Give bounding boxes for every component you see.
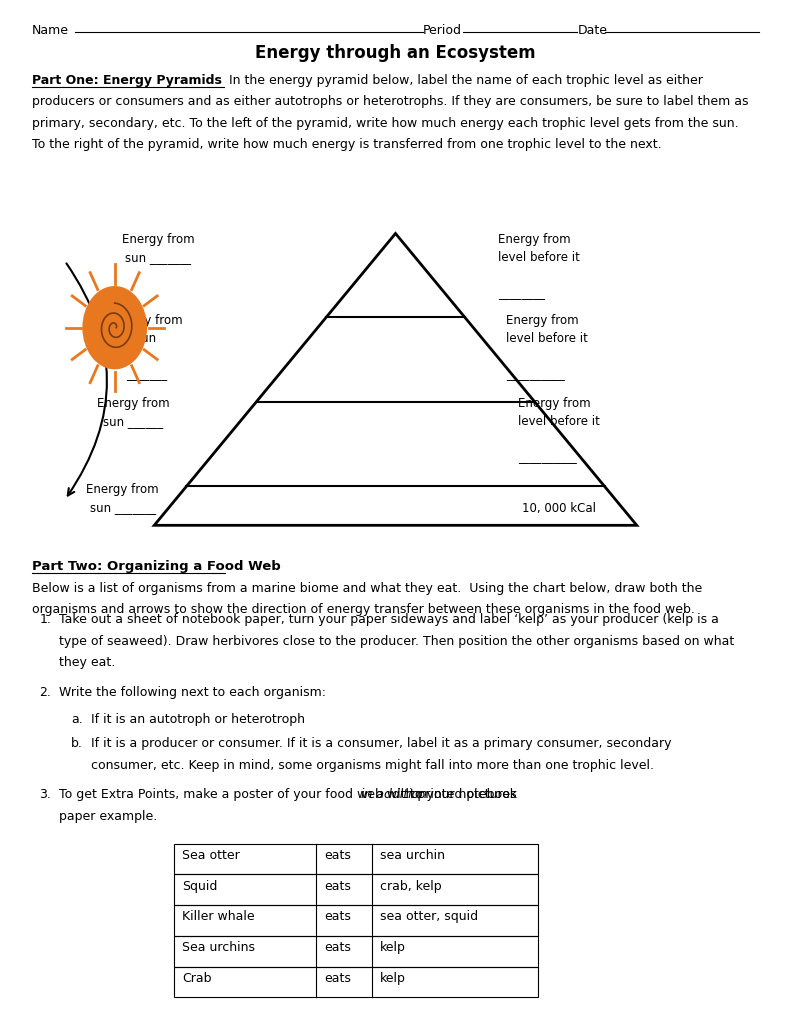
Text: Period: Period	[423, 24, 462, 37]
Text: To get Extra Points, make a poster of your food web with printed pictures: To get Extra Points, make a poster of yo…	[59, 788, 521, 802]
Bar	[174, 967, 538, 997]
Text: Energy from
level before it

__________: Energy from level before it __________	[506, 314, 589, 381]
Text: Below is a list of organisms from a marine biome and what they eat.  Using the c: Below is a list of organisms from a mari…	[32, 582, 702, 595]
Text: Energy from
level before it

__________: Energy from level before it __________	[518, 397, 600, 464]
Text: Squid: Squid	[182, 880, 218, 893]
Bar	[174, 936, 538, 967]
Text: If it is an autotroph or heterotroph: If it is an autotroph or heterotroph	[91, 713, 305, 726]
Text: 10, 000 kCal: 10, 000 kCal	[522, 502, 596, 515]
Text: eats: eats	[324, 941, 351, 954]
Text: eats: eats	[324, 849, 351, 862]
Text: If it is a producer or consumer. If it is a consumer, label it as a primary cons: If it is a producer or consumer. If it i…	[91, 737, 672, 751]
Bar	[174, 844, 538, 874]
Bar	[174, 905, 538, 936]
Text: Energy from
sun ______: Energy from sun ______	[97, 397, 169, 428]
Text: Energy from
sun

_______: Energy from sun _______	[110, 314, 183, 381]
Text: Energy from
sun _______: Energy from sun _______	[86, 483, 159, 514]
Text: crab, kelp: crab, kelp	[380, 880, 441, 893]
Text: type of seaweed). Draw herbivores close to the producer. Then position the other: type of seaweed). Draw herbivores close …	[59, 635, 735, 648]
Text: organisms and arrows to show the direction of energy transfer between these orga: organisms and arrows to show the directi…	[32, 603, 694, 616]
Text: Date: Date	[577, 24, 607, 37]
Text: eats: eats	[324, 910, 351, 924]
Text: Part Two: Organizing a Food Web: Part Two: Organizing a Food Web	[32, 560, 280, 573]
Text: Write the following next to each organism:: Write the following next to each organis…	[59, 686, 327, 699]
Text: they eat.: they eat.	[59, 656, 115, 670]
Bar	[174, 874, 538, 905]
Text: eats: eats	[324, 880, 351, 893]
Text: Name: Name	[32, 24, 69, 37]
Text: Energy through an Ecosystem: Energy through an Ecosystem	[255, 44, 536, 62]
Text: consumer, etc. Keep in mind, some organisms might fall into more than one trophi: consumer, etc. Keep in mind, some organi…	[91, 759, 654, 772]
Text: 2.: 2.	[40, 686, 51, 699]
Text: b.: b.	[71, 737, 83, 751]
Text: paper example.: paper example.	[59, 810, 157, 823]
Text: producers or consumers and as either autotrophs or heterotrophs. If they are con: producers or consumers and as either aut…	[32, 95, 748, 109]
Text: kelp: kelp	[380, 972, 406, 985]
Text: Energy from
sun _______: Energy from sun _______	[122, 233, 195, 264]
Text: primary, secondary, etc. To the left of the pyramid, write how much energy each : primary, secondary, etc. To the left of …	[32, 117, 738, 130]
Text: Sea otter: Sea otter	[182, 849, 240, 862]
Text: Take out a sheet of notebook paper, turn your paper sideways and label ‘kelp’ as: Take out a sheet of notebook paper, turn…	[59, 613, 719, 627]
Text: sea otter, squid: sea otter, squid	[380, 910, 478, 924]
Text: to your notebook: to your notebook	[406, 788, 517, 802]
Text: sea urchin: sea urchin	[380, 849, 445, 862]
Text: In the energy pyramid below, label the name of each trophic level as either: In the energy pyramid below, label the n…	[225, 74, 702, 87]
Text: Sea urchins: Sea urchins	[182, 941, 255, 954]
Text: Energy from
level before it

________: Energy from level before it ________	[498, 233, 581, 300]
Text: kelp: kelp	[380, 941, 406, 954]
Text: Killer whale: Killer whale	[182, 910, 255, 924]
Text: Crab: Crab	[182, 972, 211, 985]
Text: To the right of the pyramid, write how much energy is transferred from one troph: To the right of the pyramid, write how m…	[32, 138, 661, 152]
Text: in addition: in addition	[361, 788, 427, 802]
FancyArrowPatch shape	[66, 263, 107, 496]
Circle shape	[83, 287, 146, 369]
Text: eats: eats	[324, 972, 351, 985]
Text: 1.: 1.	[40, 613, 51, 627]
Text: a.: a.	[71, 713, 83, 726]
Text: Part One: Energy Pyramids: Part One: Energy Pyramids	[32, 74, 221, 87]
Text: 3.: 3.	[40, 788, 51, 802]
